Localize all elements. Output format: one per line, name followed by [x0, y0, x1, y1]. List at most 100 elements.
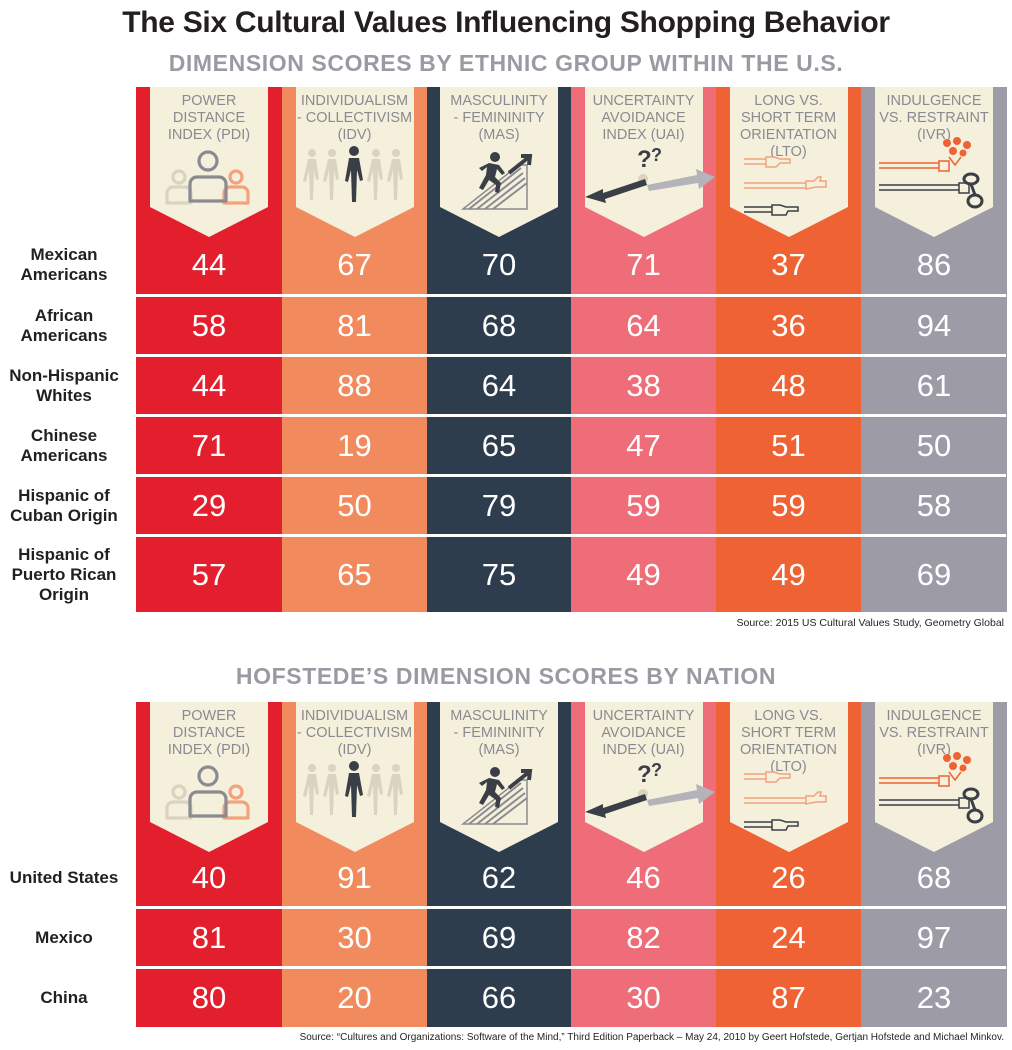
question-arrows-icon: ? ?: [584, 141, 715, 212]
section-title-nation: HOFSTEDE’S DIMENSION SCORES BY NATION: [235, 663, 777, 689]
dimension-card-ivr: INDULGENCE VS. RESTRAINT (IVR): [875, 702, 993, 852]
dimension-card-mas: MASCULINITY - FEMININITY (MAS): [440, 702, 558, 852]
score-pdi: 80: [191, 980, 227, 1015]
score-ivr: 68: [916, 859, 952, 895]
dimension-label-idv: INDIVIDUALISM - COLLECTIVISM (IDV): [296, 708, 413, 758]
flowers-handcuff-icon: [875, 135, 993, 216]
row-label: United States: [9, 867, 119, 887]
score-idv: 67: [337, 247, 372, 282]
dimension-card-idv: INDIVIDUALISM - COLLECTIVISM (IDV): [295, 87, 414, 237]
dimension-label-ivr: INDULGENCE VS. RESTRAINT (IVR): [879, 708, 989, 758]
flowers-handcuff-icon: [875, 750, 993, 831]
score-idv: 20: [337, 980, 372, 1015]
score-uai: 71: [626, 247, 661, 282]
source-note-ethnic: Source: 2015 US Cultural Values Study, G…: [736, 617, 1005, 629]
svg-text:?: ?: [651, 760, 662, 780]
runner-stairs-icon: [440, 766, 558, 833]
walking-crowd-icon: [296, 760, 414, 827]
score-uai: 82: [626, 919, 661, 955]
score-lto: 48: [771, 367, 806, 403]
score-pdi: 71: [191, 427, 227, 463]
people-group-icon: [150, 147, 268, 214]
dimension-card-ivr: INDULGENCE VS. RESTRAINT (IVR): [875, 87, 993, 237]
infographic-title: The Six Cultural Values Influencing Shop…: [122, 6, 890, 39]
dimension-label-pdi: POWER DISTANCE INDEX (PDI): [167, 708, 251, 758]
score-ivr: 58: [916, 487, 952, 523]
dimension-card-pdi: POWER DISTANCE INDEX (PDI): [150, 87, 268, 237]
dimension-card-mas: MASCULINITY - FEMININITY (MAS): [440, 87, 558, 237]
row-label: Non-Hispanic Whites: [9, 365, 119, 405]
score-idv: 81: [337, 307, 372, 343]
score-pdi: 44: [191, 247, 227, 282]
score-idv: 65: [337, 556, 372, 592]
score-pdi: 40: [191, 859, 227, 895]
score-mas: 69: [481, 919, 517, 955]
score-idv: 30: [337, 919, 372, 955]
score-ivr: 69: [916, 556, 952, 592]
row-label: Hispanic of Puerto Rican Origin: [11, 544, 117, 604]
nation-scores-table: POWER DISTANCE INDEX (PDI) INDIVIDUALISM - …: [0, 702, 1012, 1027]
section-title-ethnic: DIMENSION SCORES BY ETHNIC GROUP WITHIN …: [168, 50, 844, 76]
row-separator: [136, 966, 1006, 969]
score-lto: 24: [771, 919, 806, 955]
score-ivr: 97: [916, 919, 952, 955]
score-idv: 91: [337, 859, 372, 895]
pointing-hands-icon: [730, 768, 848, 843]
score-lto: 36: [771, 307, 806, 343]
score-lto: 59: [771, 487, 806, 523]
dimension-label-idv: INDIVIDUALISM - COLLECTIVISM (IDV): [296, 93, 413, 143]
score-pdi: 57: [191, 556, 227, 592]
score-mas: 66: [481, 980, 517, 1015]
dimension-label-ivr: INDULGENCE VS. RESTRAINT (IVR): [879, 93, 989, 143]
score-ivr: 94: [916, 307, 952, 343]
row-label: China: [40, 988, 88, 1007]
dimension-card-pdi: POWER DISTANCE INDEX (PDI): [150, 702, 268, 852]
score-uai: 64: [626, 307, 661, 343]
dimension-card-uai: UNCERTAINTY AVOIDANCE INDEX (UAI) ? ?: [584, 87, 715, 237]
svg-text:?: ?: [651, 145, 662, 165]
question-arrows-icon: ? ?: [584, 756, 715, 827]
score-ivr: 23: [916, 980, 952, 1015]
row-separator: [136, 906, 1006, 909]
score-mas: 68: [481, 307, 517, 343]
score-uai: 49: [626, 556, 661, 592]
dimension-label-pdi: POWER DISTANCE INDEX (PDI): [167, 93, 251, 143]
score-idv: 19: [337, 427, 372, 463]
people-group-icon: [150, 762, 268, 829]
score-pdi: 81: [191, 919, 227, 955]
score-lto: 87: [771, 980, 806, 1015]
row-separator: [136, 414, 1006, 417]
score-mas: 64: [481, 367, 517, 403]
score-ivr: 50: [916, 427, 952, 463]
row-label: Mexico: [35, 927, 93, 947]
score-idv: 50: [337, 487, 372, 523]
score-mas: 75: [481, 556, 517, 592]
score-lto: 49: [771, 556, 806, 592]
score-pdi: 29: [191, 487, 227, 523]
row-label: Mexican Americans: [20, 245, 108, 284]
dimension-label-uai: UNCERTAINTY AVOIDANCE INDEX (UAI): [592, 93, 695, 143]
score-uai: 46: [626, 859, 661, 895]
dimension-label-uai: UNCERTAINTY AVOIDANCE INDEX (UAI): [592, 708, 695, 758]
score-lto: 51: [771, 427, 806, 463]
dimension-card-uai: UNCERTAINTY AVOIDANCE INDEX (UAI) ? ?: [584, 702, 715, 852]
ethnic-scores-table: POWER DISTANCE INDEX (PDI) INDIVIDUALISM - …: [0, 87, 1012, 612]
row-separator: [136, 474, 1006, 477]
svg-text:?: ?: [637, 761, 652, 788]
score-mas: 70: [481, 247, 517, 282]
dimension-card-lto: LONG VS. SHORT TERM ORIENTATION (LTO): [729, 87, 848, 237]
row-separator: [136, 534, 1006, 537]
score-uai: 59: [626, 487, 661, 523]
score-ivr: 86: [916, 247, 952, 282]
score-mas: 79: [481, 487, 517, 523]
dimension-label-mas: MASCULINITY - FEMININITY (MAS): [450, 708, 548, 758]
score-lto: 26: [771, 859, 806, 895]
row-label: African Americans: [20, 305, 108, 345]
source-note-nation: Source: “Cultures and Organizations: Sof…: [299, 1032, 1004, 1043]
svg-text:?: ?: [637, 146, 652, 173]
score-uai: 38: [626, 367, 661, 403]
score-lto: 37: [771, 247, 806, 282]
score-idv: 88: [337, 367, 372, 403]
score-uai: 30: [626, 980, 661, 1015]
score-uai: 47: [626, 427, 661, 463]
